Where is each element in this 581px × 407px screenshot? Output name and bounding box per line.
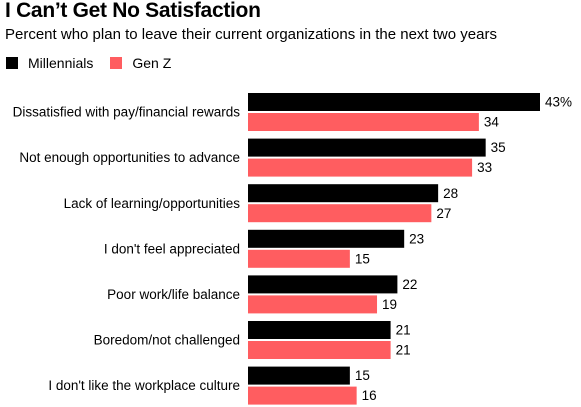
data-label-genz: 15 — [355, 251, 370, 266]
category-group-not-enough-opportunities-to-advance: Not enough opportunities to advance 35 33 — [19, 138, 506, 177]
category-group-i-don-t-feel-appreciated: I don't feel appreciated 23 15 — [104, 229, 424, 268]
bar-genz — [248, 113, 479, 131]
bar-millennials — [248, 93, 540, 111]
data-label-genz: 27 — [436, 206, 451, 221]
category-label: Boredom/not challenged — [94, 333, 240, 348]
data-label-millennials: 28 — [443, 186, 458, 201]
data-label-genz: 21 — [396, 343, 411, 358]
legend-swatch-millennials — [6, 57, 18, 69]
legend-item-millennials: Millennials — [6, 55, 93, 71]
data-label-genz: 34 — [484, 115, 500, 130]
bar-millennials — [248, 138, 486, 157]
bar-millennials — [248, 184, 439, 203]
category-label: Not enough opportunities to advance — [19, 150, 240, 165]
category-group-poor-work-life-balance: Poor work/life balance 22 19 — [107, 275, 417, 314]
chart-title: I Can’t Get No Satisfaction — [5, 0, 261, 22]
legend-item-genz: Gen Z — [110, 55, 171, 71]
data-label-millennials: 35 — [491, 140, 506, 155]
bar-millennials — [248, 366, 350, 385]
data-label-genz: 19 — [382, 297, 397, 312]
bar-millennials — [248, 229, 405, 248]
bar-genz — [248, 158, 473, 177]
bar-genz — [248, 386, 357, 405]
data-label-millennials: 43% — [545, 95, 572, 110]
category-group-boredom-not-challenged: Boredom/not challenged 21 21 — [94, 321, 411, 359]
bar-genz — [248, 204, 432, 223]
bar-genz — [248, 295, 378, 314]
legend-label-genz: Gen Z — [132, 55, 172, 71]
data-label-millennials: 23 — [409, 231, 424, 246]
data-label-millennials: 22 — [402, 277, 417, 292]
category-group-dissatisfied-with-pay-financial-rewards: Dissatisfied with pay/financial rewards 4… — [13, 93, 572, 131]
category-label: I don't like the workplace culture — [48, 378, 240, 393]
category-label: Poor work/life balance — [107, 287, 240, 302]
bar-genz — [248, 341, 391, 359]
legend-swatch-genz — [110, 57, 123, 69]
category-label: I don't feel appreciated — [104, 241, 240, 256]
category-group-i-don-t-like-the-workplace-culture: I don't like the workplace culture 15 16 — [48, 366, 377, 405]
category-label: Dissatisfied with pay/financial rewards — [13, 105, 241, 120]
data-label-millennials: 21 — [396, 323, 411, 338]
data-label-genz: 16 — [362, 388, 377, 403]
category-group-lack-of-learning-opportunities: Lack of learning/opportunities 28 27 — [64, 184, 458, 223]
bar-genz — [248, 249, 350, 268]
legend: Millennials Gen Z — [6, 55, 188, 71]
category-label: Lack of learning/opportunities — [64, 196, 241, 211]
data-label-genz: 33 — [477, 160, 492, 175]
chart-subtitle: Percent who plan to leave their current … — [5, 26, 497, 43]
bar-millennials — [248, 321, 391, 339]
bar-millennials — [248, 275, 398, 294]
data-label-millennials: 15 — [355, 368, 370, 383]
legend-label-millennials: Millennials — [28, 55, 94, 71]
